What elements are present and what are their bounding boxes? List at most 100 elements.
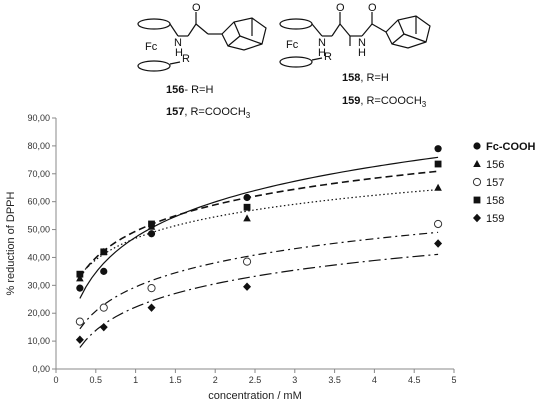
bond (391, 33, 405, 45)
data-point-fc-cooh (76, 284, 84, 292)
data-point-159 (434, 239, 443, 248)
bond (169, 23, 179, 37)
x-tick-label: 2 (213, 375, 218, 385)
data-point-156 (243, 214, 251, 222)
atom-o-right-1: O (336, 2, 345, 14)
atom-h-left: H (175, 47, 183, 59)
data-point-157 (99, 303, 108, 312)
data-point-159 (243, 282, 252, 291)
legend-marker-157 (472, 177, 482, 187)
bond (311, 23, 323, 37)
x-tick-label: 2.5 (249, 375, 262, 385)
data-point-157 (242, 257, 252, 266)
atom-n-left: N (174, 37, 182, 49)
r-label-left: R (182, 53, 190, 65)
r-label-right: R (324, 51, 332, 63)
bond (233, 21, 241, 37)
x-tick-label: 0.5 (90, 375, 103, 385)
bond (195, 23, 209, 35)
data-point-159 (99, 322, 108, 332)
bond (331, 23, 341, 37)
bond (403, 33, 427, 43)
data-point-158 (243, 203, 251, 211)
data-point-158 (76, 270, 84, 278)
caption-158-number: 158 (342, 72, 360, 84)
data-point-158 (100, 248, 108, 256)
trendline-158 (79, 170, 439, 278)
data-point-159 (147, 303, 156, 312)
x-tick-label: 1.5 (169, 375, 182, 385)
fc-label-right: Fc (286, 39, 299, 51)
caption-156-number: 156 (166, 84, 184, 96)
data-point-156 (434, 183, 442, 191)
data-point-157 (433, 219, 443, 229)
data-point-159 (75, 335, 84, 344)
caption-157-subscript: 3 (246, 111, 251, 120)
bond (361, 23, 373, 37)
caption-158-text: , R=H (360, 72, 388, 84)
caption-156: 156- R=H (166, 84, 213, 96)
x-tick-label: 3 (292, 375, 297, 385)
caption-157: 157, R=COOCH3 (166, 106, 251, 120)
trendline-fc-cooh (79, 156, 439, 299)
bond (169, 61, 181, 65)
data-point-fc-cooh (434, 145, 442, 153)
caption-156-text: - R=H (184, 84, 213, 96)
data-point-158 (434, 160, 442, 168)
bond (239, 35, 263, 45)
y-tick-label: 50,00 (27, 225, 50, 235)
y-tick-label: 0,00 (32, 364, 50, 374)
y-tick-label: 20,00 (27, 308, 50, 318)
caption-159-subscript: 3 (422, 100, 427, 109)
bond (339, 23, 351, 37)
data-point-fc-cooh (243, 193, 251, 202)
caption-159-text: , R=COOCH (360, 95, 421, 107)
atom-h-right-2: H (358, 47, 366, 59)
caption-159: 159, R=COOCH3 (342, 95, 427, 109)
legend-marker-158 (473, 196, 481, 204)
chemical-structures (137, 12, 431, 72)
trendlines (79, 156, 439, 348)
y-tick-label: 30,00 (27, 280, 50, 290)
y-tick-label: 60,00 (27, 197, 50, 207)
data-point-157 (75, 317, 84, 326)
bond (397, 19, 405, 35)
atom-o-right-2: O (368, 2, 377, 14)
y-tick-label: 90,00 (27, 113, 50, 123)
atom-o-left: O (192, 2, 201, 14)
y-axis-title: % reduction of DPPH (5, 191, 17, 295)
fc-label-left: Fc (145, 41, 158, 53)
bond (187, 23, 197, 37)
x-tick-label: 1 (133, 375, 138, 385)
axis-ticks: 0,00 10,00 20,00 30,00 40,00 50,00 60,00 70,00 8… (27, 113, 456, 385)
trendline-159 (79, 253, 439, 348)
legend-label-157: 157 (486, 177, 504, 189)
atom-n-right-2: N (358, 37, 366, 49)
legend-label-fc-cooh: Fc-COOH (486, 141, 536, 153)
chart: 0,00 10,00 20,00 30,00 40,00 50,00 60,00 70,00 8… (5, 113, 536, 402)
caption-159-number: 159 (342, 95, 360, 107)
trendline-156 (79, 189, 439, 276)
cp-ring-lower-left (137, 60, 171, 72)
data-point-157 (147, 284, 156, 293)
cp-ring-upper-left (137, 18, 171, 30)
bond (311, 57, 323, 61)
x-axis-title: concentration / mM (208, 390, 302, 402)
y-tick-label: 80,00 (27, 141, 50, 151)
bond (227, 35, 241, 47)
atom-h-right-1: H (318, 47, 326, 59)
x-tick-label: 4.5 (408, 375, 421, 385)
y-tick-label: 70,00 (27, 169, 50, 179)
adamantane-cage-right (385, 15, 431, 49)
caption-158: 158, R=H (342, 72, 389, 84)
data-point-156 (76, 274, 84, 282)
x-tick-label: 0 (53, 375, 58, 385)
data-point-fc-cooh (100, 267, 108, 275)
legend-marker-159 (473, 213, 481, 223)
data-points (75, 145, 443, 344)
legend-marker-fc-cooh (473, 142, 481, 150)
cp-ring-lower-right (279, 56, 313, 68)
adamantane-cage-left (221, 17, 267, 51)
bond (371, 23, 387, 33)
